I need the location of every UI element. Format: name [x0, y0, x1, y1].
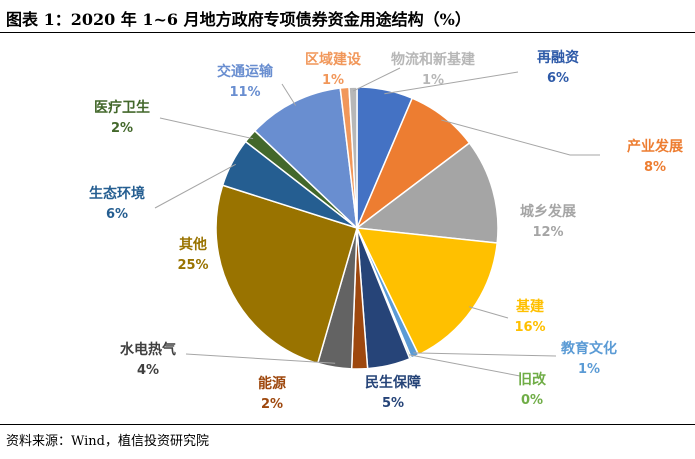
footer-rule	[0, 424, 695, 425]
slice-label-name-4: 教育文化	[561, 340, 617, 357]
slice-label-name-8: 水电热气	[120, 341, 176, 358]
slice-label-name-13: 区域建设	[305, 51, 362, 68]
slice-label-name-12: 交通运输	[217, 63, 274, 80]
slice-label-value-11: 2%	[111, 121, 133, 136]
slice-label-name-3: 基建	[516, 298, 544, 315]
pie-chart: 再融资 6% 产业发展 8% 城乡发展 12% 基建 16% 教育文化 1% 旧改 0% 民生保障 5% 能…	[89, 49, 683, 412]
leader-lines	[154, 67, 600, 377]
slice-label-name-0: 再融资	[537, 49, 579, 66]
slice-label-name-11: 医疗卫生	[94, 99, 150, 116]
slice-label-value-1: 8%	[644, 160, 666, 175]
slice-label-value-4: 1%	[578, 362, 600, 377]
leader-line-10	[154, 163, 236, 209]
slice-label-value-8: 4%	[137, 363, 159, 378]
pie-slice-9	[215, 184, 358, 365]
leader-line-1	[441, 119, 600, 156]
slice-label-value-9: 25%	[177, 258, 208, 273]
slice-label-value-5: 0%	[521, 393, 543, 408]
leader-line-5	[408, 354, 521, 377]
slice-label-value-13: 1%	[322, 73, 344, 88]
leader-line-8	[185, 353, 336, 364]
slice-label-name-6: 民生保障	[365, 374, 421, 391]
leader-line-0	[384, 71, 519, 95]
pie-slices	[215, 86, 499, 370]
pie-slice-3	[355, 227, 499, 356]
title-bar: 图表 1：2020 年 1~6 月地方政府专项债券资金用途结构（%）	[0, 0, 695, 32]
slice-label-name-14: 物流和新基建	[391, 51, 475, 68]
leader-line-14	[352, 67, 401, 92]
leader-line-11	[159, 117, 254, 140]
slice-labels: 再融资 6% 产业发展 8% 城乡发展 12% 基建 16% 教育文化 1% 旧改 0% 民生保障 5% 能…	[89, 49, 683, 412]
slice-label-value-12: 11%	[229, 85, 260, 100]
slice-label-name-9: 其他	[179, 236, 207, 253]
slice-label-value-7: 2%	[261, 397, 283, 412]
slice-label-value-10: 6%	[106, 207, 128, 222]
pie-slice-14	[348, 86, 358, 229]
slice-label-value-2: 12%	[532, 225, 563, 240]
slice-label-name-1: 产业发展	[627, 138, 683, 155]
slice-label-value-6: 5%	[382, 396, 404, 411]
slice-label-value-3: 16%	[514, 320, 545, 335]
source-note: 资料来源：Wind，植信投资研究院	[6, 434, 209, 449]
leader-line-12	[281, 83, 296, 106]
pie-slice-2	[355, 141, 499, 244]
slice-label-value-14: 1%	[422, 73, 444, 88]
pie-chart-area: 再融资 6% 产业发展 8% 城乡发展 12% 基建 16% 教育文化 1% 旧改 0% 民生保障 5% 能…	[0, 36, 695, 424]
chart-title: 图表 1：2020 年 1~6 月地方政府专项债券资金用途结构（%）	[6, 10, 471, 29]
leader-line-3	[468, 306, 509, 319]
slice-label-name-7: 能源	[258, 375, 286, 392]
slice-label-name-2: 城乡发展	[520, 203, 576, 220]
slice-label-name-5: 旧改	[518, 371, 547, 388]
leader-line-4	[413, 352, 557, 357]
title-rule	[0, 32, 695, 33]
slice-label-name-10: 生态环境	[89, 185, 145, 202]
slice-label-value-0: 6%	[547, 71, 569, 86]
